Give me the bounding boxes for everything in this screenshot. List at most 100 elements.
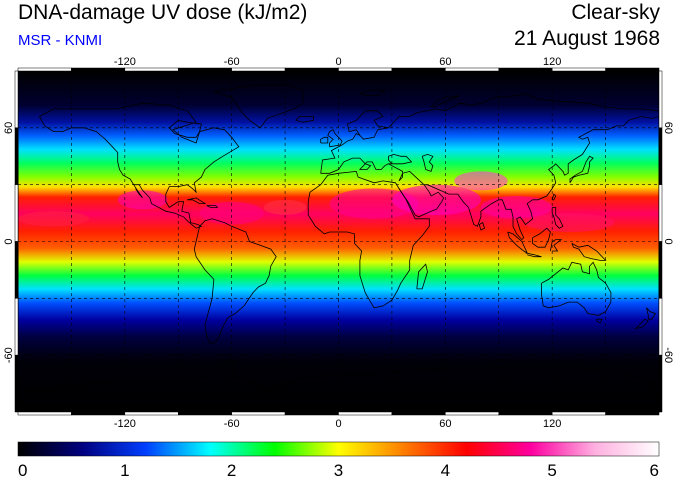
map-date: 21 August 1968 [514, 27, 660, 50]
coastline [634, 318, 649, 330]
frame-tick-bottom [551, 411, 606, 416]
lon-tick-label-bottom: 120 [543, 418, 561, 430]
lat-tick-label-left: 60 [3, 122, 15, 134]
colorbar-tick-label: 0 [18, 461, 27, 480]
coastline [551, 207, 564, 229]
frame-tick-top [391, 67, 446, 72]
frame-tick-right [658, 127, 663, 185]
lat-tick-label-left: -60 [3, 347, 15, 363]
lat-tick-label-right: -60 [662, 347, 674, 363]
coastline [398, 184, 445, 218]
frame-tick-right [658, 184, 663, 242]
colorbar-tick-label: 3 [334, 461, 343, 480]
frame-tick-bottom [17, 411, 72, 416]
frame-tick-bottom [71, 411, 126, 416]
coastline [478, 222, 485, 231]
coastline [359, 89, 386, 96]
map-title: DNA-damage UV dose (kJ/m2) [18, 1, 308, 24]
frame-tick-bottom [498, 411, 553, 416]
frame-tick-left [14, 70, 19, 129]
frame-tick-top [551, 67, 606, 72]
frame-tick-left [14, 184, 19, 242]
lon-tick-label-top: 120 [543, 56, 561, 68]
lat-tick-label-left: 0 [3, 238, 15, 244]
coastline [430, 95, 460, 108]
frame-tick-top [17, 67, 72, 72]
coastline [327, 129, 343, 148]
frame-tick-top [445, 67, 500, 72]
coastline [596, 318, 603, 324]
coastline [388, 153, 413, 165]
frame-tick-right [658, 70, 663, 129]
coastline [193, 218, 277, 345]
lon-tick-label-top: 60 [439, 56, 451, 68]
frame-tick-right [658, 354, 663, 413]
frame-tick-top [124, 67, 179, 72]
coastline [320, 110, 389, 174]
lon-tick-label-bottom: 0 [335, 418, 341, 430]
coastline [213, 83, 304, 129]
lon-tick-label-top: -120 [114, 56, 136, 68]
lon-tick-label-top: -60 [224, 56, 240, 68]
uv-hotspot [18, 211, 90, 227]
uv-hotspot [454, 171, 508, 191]
coastline [388, 116, 659, 241]
uv-hotspot [391, 184, 481, 215]
coastline [416, 263, 428, 290]
lon-tick-label-top: 0 [335, 56, 341, 68]
coastline [133, 184, 143, 199]
coastline [320, 157, 392, 174]
coastline [320, 136, 329, 144]
coastline [525, 252, 542, 258]
colorbar [17, 441, 660, 457]
colorbar-tick-label: 5 [547, 461, 556, 480]
colorbar-tick-label: 1 [120, 461, 129, 480]
coastline [421, 153, 434, 172]
colorbar-labels: 0 1 2 3 4 5 6 [18, 461, 659, 480]
frame-tick-bottom [605, 411, 660, 416]
frame-tick-left [14, 354, 19, 413]
data-source: MSR - KNMI [18, 32, 103, 49]
lon-tick-label-bottom: 60 [439, 418, 451, 430]
sky-condition: Clear-sky [571, 1, 660, 24]
lon-tick-label-bottom: -120 [114, 418, 136, 430]
coastlines [18, 83, 659, 390]
frame-tick-right [658, 298, 663, 356]
frame-tick-top [605, 67, 660, 72]
frame-tick-top [71, 67, 126, 72]
coastline [569, 155, 594, 184]
frame-tick-bottom [391, 411, 446, 416]
colorbar-tick-label: 6 [650, 461, 659, 480]
frame-tick-bottom [178, 411, 232, 416]
lat-tick-label-right: 0 [662, 238, 674, 244]
coastline [295, 116, 314, 123]
coastline [39, 102, 240, 229]
uv-hotspot [525, 213, 615, 233]
frame-tick-top [178, 67, 232, 72]
frame-tick-bottom [231, 411, 286, 416]
coastline [551, 193, 557, 201]
coastline [187, 197, 207, 204]
frame-tick-top [338, 67, 393, 72]
axis-ticks: -120 -120 -60 -60 0 0 60 60 120 120 -60 -60 0 0 60 60 [3, 56, 674, 430]
coastline [18, 360, 659, 390]
frame-tick-top [498, 67, 553, 72]
coastline [307, 170, 430, 309]
coastline [169, 119, 202, 138]
frame-tick-bottom [445, 411, 500, 416]
uv-hotspot [263, 199, 307, 215]
frame-tick-top [231, 67, 286, 72]
coastline [646, 307, 656, 320]
uv-hotspot [480, 196, 553, 219]
frame-tick-top [284, 67, 339, 72]
frame-tick-bottom [124, 411, 179, 416]
coastline [206, 205, 219, 208]
frame-tick-left [14, 298, 19, 356]
frame-tick-left [14, 241, 19, 299]
coastline [532, 227, 551, 248]
colorbar-tick-label: 2 [227, 461, 236, 480]
frame-tick-right [658, 241, 663, 299]
coastline [507, 231, 529, 254]
uv-hotspot [117, 190, 168, 210]
